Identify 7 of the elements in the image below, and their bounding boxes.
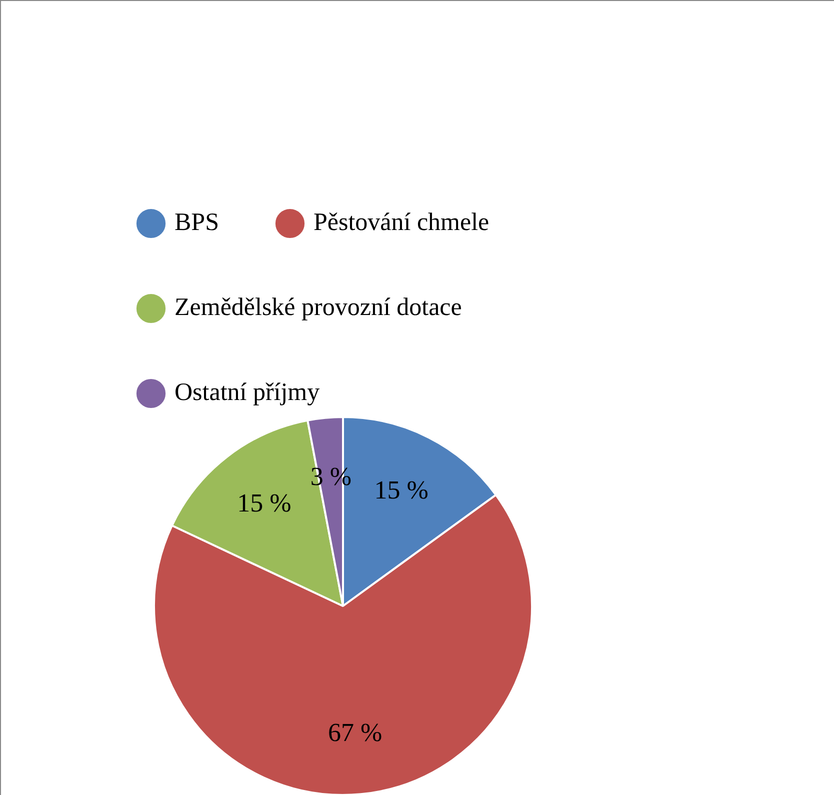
data-label: 67 % xyxy=(328,718,382,747)
legend-label: Zemědělské provozní dotace xyxy=(174,294,462,322)
legend-label: Pěstování chmele xyxy=(313,209,490,236)
data-label: 15 % xyxy=(237,488,292,518)
legend-label: BPS xyxy=(174,209,219,236)
legend-label: Ostatní příjmy xyxy=(174,379,320,406)
data-label: 15 % xyxy=(374,475,428,504)
